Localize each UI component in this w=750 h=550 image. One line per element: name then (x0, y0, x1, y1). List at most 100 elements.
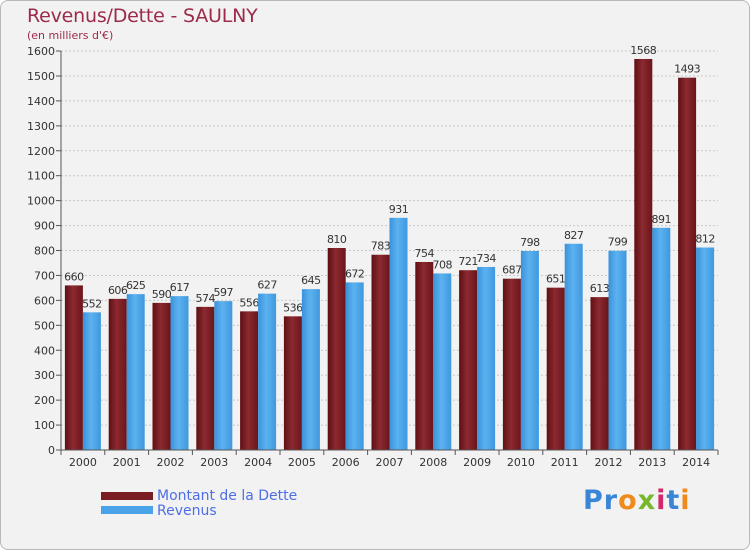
x-tick-label: 2013 (638, 456, 666, 469)
bar-dette (108, 298, 127, 450)
x-tick-label: 2010 (507, 456, 535, 469)
bar-dette (196, 306, 215, 450)
label-revenus: 627 (257, 279, 277, 292)
bar-revenus (214, 301, 233, 450)
bar-dette (152, 302, 171, 450)
x-tick-label: 2012 (595, 456, 623, 469)
y-tick-label: 1500 (27, 70, 55, 83)
x-tick-label: 2003 (200, 456, 228, 469)
y-tick-label: 1200 (27, 145, 55, 158)
bar-dette (590, 297, 609, 450)
bar-revenus (82, 312, 101, 450)
label-revenus: 625 (126, 279, 146, 292)
label-revenus: 597 (214, 286, 234, 299)
proxiti-logo: Proxiti (583, 485, 691, 516)
legend-swatch-dette (101, 492, 153, 500)
bar-revenus (520, 250, 539, 450)
label-dette: 660 (64, 270, 84, 283)
bar-dette (327, 248, 346, 450)
bar-dette (459, 270, 478, 450)
y-tick-label: 900 (34, 220, 55, 233)
bar-revenus (170, 296, 189, 450)
bar-revenus (652, 227, 671, 450)
label-revenus: 799 (608, 236, 628, 249)
bar-dette (678, 77, 697, 450)
label-dette: 574 (196, 292, 216, 305)
label-dette: 721 (458, 255, 478, 268)
legend-label-dette: Montant de la Dette (157, 488, 298, 504)
bar-dette (371, 254, 390, 450)
y-tick-label: 1400 (27, 95, 55, 108)
label-revenus: 672 (345, 267, 365, 280)
y-tick-label: 1000 (27, 195, 55, 208)
bar-revenus (433, 273, 452, 450)
bar-dette (546, 287, 565, 450)
bar-revenus (301, 289, 320, 450)
label-dette: 590 (152, 288, 172, 301)
label-revenus: 708 (433, 258, 453, 271)
bar-dette (64, 285, 83, 450)
y-tick-label: 700 (34, 269, 55, 282)
x-tick-label: 2009 (463, 456, 491, 469)
x-tick-label: 2007 (376, 456, 404, 469)
x-tick-label: 2008 (419, 456, 447, 469)
bar-dette (502, 278, 521, 450)
label-dette: 687 (502, 264, 522, 277)
y-tick-label: 800 (34, 245, 55, 258)
label-revenus: 645 (301, 274, 321, 287)
bar-revenus (345, 282, 364, 450)
y-tick-label: 500 (34, 319, 55, 332)
x-tick-label: 2001 (113, 456, 141, 469)
label-dette: 810 (327, 233, 347, 246)
bar-revenus (258, 293, 277, 450)
label-revenus: 931 (389, 203, 409, 216)
y-tick-label: 100 (34, 419, 55, 432)
label-dette: 783 (371, 240, 391, 253)
x-tick-label: 2011 (551, 456, 579, 469)
label-dette: 651 (546, 273, 566, 286)
label-revenus: 812 (695, 233, 715, 246)
legend-label-revenus: Revenus (157, 503, 217, 519)
chart-title: Revenus/Dette - SAULNY (27, 5, 258, 27)
bar-dette (240, 311, 259, 450)
bar-dette (283, 316, 302, 450)
label-dette: 536 (283, 301, 303, 314)
label-revenus: 798 (520, 236, 540, 249)
x-tick-label: 2014 (682, 456, 710, 469)
x-tick-label: 2004 (244, 456, 272, 469)
y-tick-label: 300 (34, 369, 55, 382)
label-dette: 754 (415, 247, 435, 260)
label-revenus: 552 (82, 297, 102, 310)
x-tick-label: 2006 (332, 456, 360, 469)
y-tick-label: 1300 (27, 120, 55, 133)
bar-revenus (696, 247, 715, 450)
legend-swatch-revenus (101, 506, 153, 514)
label-revenus: 891 (652, 213, 672, 226)
x-tick-label: 2002 (157, 456, 185, 469)
x-tick-label: 2000 (69, 456, 97, 469)
bar-dette (415, 261, 434, 450)
bar-revenus (564, 243, 583, 450)
bar-revenus (477, 266, 496, 450)
label-dette: 613 (590, 282, 610, 295)
label-dette: 606 (108, 284, 128, 297)
bar-revenus (608, 250, 627, 450)
y-tick-label: 0 (48, 444, 55, 457)
bar-revenus (126, 294, 145, 450)
label-revenus: 827 (564, 229, 584, 242)
bar-dette (634, 58, 653, 450)
y-tick-label: 1100 (27, 170, 55, 183)
y-tick-label: 200 (34, 394, 55, 407)
label-revenus: 734 (476, 252, 496, 265)
x-tick-label: 2005 (288, 456, 316, 469)
label-dette: 1493 (674, 63, 700, 76)
y-tick-label: 600 (34, 294, 55, 307)
bar-revenus (389, 217, 408, 450)
label-revenus: 617 (170, 281, 190, 294)
y-tick-label: 400 (34, 344, 55, 357)
label-dette: 1568 (630, 44, 656, 57)
y-tick-label: 1600 (27, 45, 55, 58)
label-dette: 556 (239, 296, 259, 309)
